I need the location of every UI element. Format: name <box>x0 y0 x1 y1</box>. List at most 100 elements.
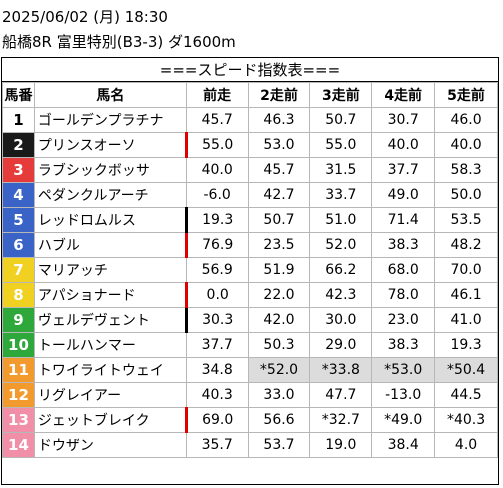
speed-index-cell: 50.7 <box>247 207 311 233</box>
speed-index-cell: 40.3 <box>185 382 249 408</box>
col-header-horse-name: 馬名 <box>33 82 187 108</box>
speed-index-cell: 51.9 <box>247 257 311 283</box>
horse-name: リグレイアー <box>33 382 187 408</box>
speed-index-cell: 34.8 <box>185 357 249 383</box>
speed-index-cell: 55.0 <box>185 132 249 158</box>
horse-number-badge: 2 <box>2 132 35 158</box>
horse-name: ヴェルデヴェント <box>33 307 188 333</box>
speed-index-cell: 29.0 <box>309 332 373 358</box>
speed-index-cell: 35.7 <box>185 432 249 458</box>
speed-index-cell: -6.0 <box>185 182 249 208</box>
table-row: 5 レッドロムルス 19.3 50.7 51.0 71.4 53.5 <box>2 207 498 233</box>
table-row: 6 ハブル 76.9 23.5 52.0 38.3 48.2 <box>2 232 498 258</box>
speed-index-cell: -13.0 <box>371 382 436 408</box>
horse-number-badge: 3 <box>2 157 35 183</box>
race-datetime: 2025/06/02 (月) 18:30 <box>2 8 168 26</box>
speed-index-cell: 47.7 <box>309 382 373 408</box>
speed-index-table: 馬番 馬名 前走 2走前 3走前 4走前 5走前 1 ゴールデンプラチナ 45.7 4… <box>2 82 498 458</box>
horse-name: トワイライトウェイ <box>33 357 187 383</box>
table-row: 11 トワイライトウェイ 34.8 *52.0 *33.8 *53.0 *50.4 <box>2 357 498 383</box>
speed-index-cell: *49.0 <box>371 407 436 433</box>
horse-number-badge: 10 <box>2 332 35 358</box>
speed-index-cell: 78.0 <box>371 282 436 308</box>
col-header-2-races-ago: 2走前 <box>247 82 311 108</box>
table-row: 4 ペダンクルアーチ -6.0 42.7 33.7 49.0 50.0 <box>2 182 498 208</box>
horse-number-badge: 7 <box>2 257 35 283</box>
speed-index-cell: 46.3 <box>247 107 311 133</box>
table-banner: ===スピード指数表=== <box>2 58 498 82</box>
speed-index-cell: 31.5 <box>309 157 373 183</box>
horse-number-badge: 6 <box>2 232 35 258</box>
horse-name: アパショナード <box>33 282 188 308</box>
col-header-3-races-ago: 3走前 <box>309 82 373 108</box>
horse-name: トールハンマー <box>33 332 187 358</box>
table-row: 2 プリンスオーソ 55.0 53.0 55.0 40.0 40.0 <box>2 132 498 158</box>
speed-index-cell: 69.0 <box>185 407 249 433</box>
speed-index-cell: 53.5 <box>434 207 498 233</box>
speed-index-cell: 23.0 <box>371 307 436 333</box>
speed-index-cell: 19.3 <box>185 207 249 233</box>
speed-index-cell: 55.0 <box>309 132 373 158</box>
horse-number-badge: 9 <box>2 307 35 333</box>
table-row: 12 リグレイアー 40.3 33.0 47.7 -13.0 44.5 <box>2 382 498 408</box>
speed-index-cell: 52.0 <box>309 232 373 258</box>
col-header-horse-number: 馬番 <box>2 82 35 108</box>
horse-name: ラブシックボッサ <box>33 157 187 183</box>
speed-index-cell: 37.7 <box>371 157 436 183</box>
speed-index-cell: 38.3 <box>371 232 436 258</box>
speed-index-cell: 38.3 <box>371 332 436 358</box>
speed-index-cell: 50.3 <box>247 332 311 358</box>
speed-index-cell: 76.9 <box>185 232 249 258</box>
horse-name: ペダンクルアーチ <box>33 182 187 208</box>
speed-index-cell: 42.0 <box>247 307 311 333</box>
speed-index-cell: 37.7 <box>185 332 249 358</box>
speed-index-cell: *53.0 <box>371 357 436 383</box>
horse-name: ドウザン <box>33 432 187 458</box>
speed-index-cell: 50.7 <box>309 107 373 133</box>
table-row: 13 ジェットブレイク 69.0 56.6 *32.7 *49.0 *40.3 <box>2 407 498 433</box>
col-header-4-races-ago: 4走前 <box>371 82 436 108</box>
horse-number-badge: 14 <box>2 432 35 458</box>
speed-index-table-frame: ===スピード指数表=== 馬番 馬名 前走 2走前 3走前 4走前 5走前 1… <box>1 57 499 485</box>
speed-index-cell: 40.0 <box>434 132 498 158</box>
speed-index-cell: 70.0 <box>434 257 498 283</box>
speed-index-cell: 41.0 <box>434 307 498 333</box>
speed-index-cell: 56.9 <box>185 257 249 283</box>
speed-index-cell: 48.2 <box>434 232 498 258</box>
table-row: 9 ヴェルデヴェント 30.3 42.0 30.0 23.0 41.0 <box>2 307 498 333</box>
speed-index-cell: *50.4 <box>434 357 498 383</box>
speed-index-cell: 46.0 <box>434 107 498 133</box>
speed-index-cell: *32.7 <box>309 407 373 433</box>
speed-index-cell: 30.0 <box>309 307 373 333</box>
speed-index-cell: 71.4 <box>371 207 436 233</box>
speed-index-cell: 51.0 <box>309 207 373 233</box>
table-row: 3 ラブシックボッサ 40.0 45.7 31.5 37.7 58.3 <box>2 157 498 183</box>
col-header-last-race: 前走 <box>185 82 249 108</box>
speed-index-cell: *33.8 <box>309 357 373 383</box>
horse-name: ジェットブレイク <box>33 407 188 433</box>
speed-index-cell: 0.0 <box>185 282 249 308</box>
horse-number-badge: 11 <box>2 357 35 383</box>
table-row: 14 ドウザン 35.7 53.7 19.0 38.4 4.0 <box>2 432 498 458</box>
horse-name: ゴールデンプラチナ <box>33 107 187 133</box>
table-row: 10 トールハンマー 37.7 50.3 29.0 38.3 19.3 <box>2 332 498 358</box>
speed-index-cell: 53.7 <box>247 432 311 458</box>
horse-number-badge: 12 <box>2 382 35 408</box>
speed-index-cell: *52.0 <box>247 357 311 383</box>
horse-name: プリンスオーソ <box>33 132 188 158</box>
speed-index-cell: 66.2 <box>309 257 373 283</box>
speed-index-cell: 22.0 <box>247 282 311 308</box>
speed-index-cell: 58.3 <box>434 157 498 183</box>
speed-index-cell: 49.0 <box>371 182 436 208</box>
horse-number-badge: 5 <box>2 207 35 233</box>
speed-index-cell: 68.0 <box>371 257 436 283</box>
speed-index-cell: 45.7 <box>185 107 249 133</box>
speed-index-cell: 56.6 <box>247 407 311 433</box>
horse-name: ハブル <box>33 232 188 258</box>
table-row: 8 アパショナード 0.0 22.0 42.3 78.0 46.1 <box>2 282 498 308</box>
table-row: 1 ゴールデンプラチナ 45.7 46.3 50.7 30.7 46.0 <box>2 107 498 133</box>
speed-index-cell: 42.7 <box>247 182 311 208</box>
table-header-row: 馬番 馬名 前走 2走前 3走前 4走前 5走前 <box>2 82 498 108</box>
speed-index-cell: 30.7 <box>371 107 436 133</box>
speed-index-cell: *40.3 <box>434 407 498 433</box>
